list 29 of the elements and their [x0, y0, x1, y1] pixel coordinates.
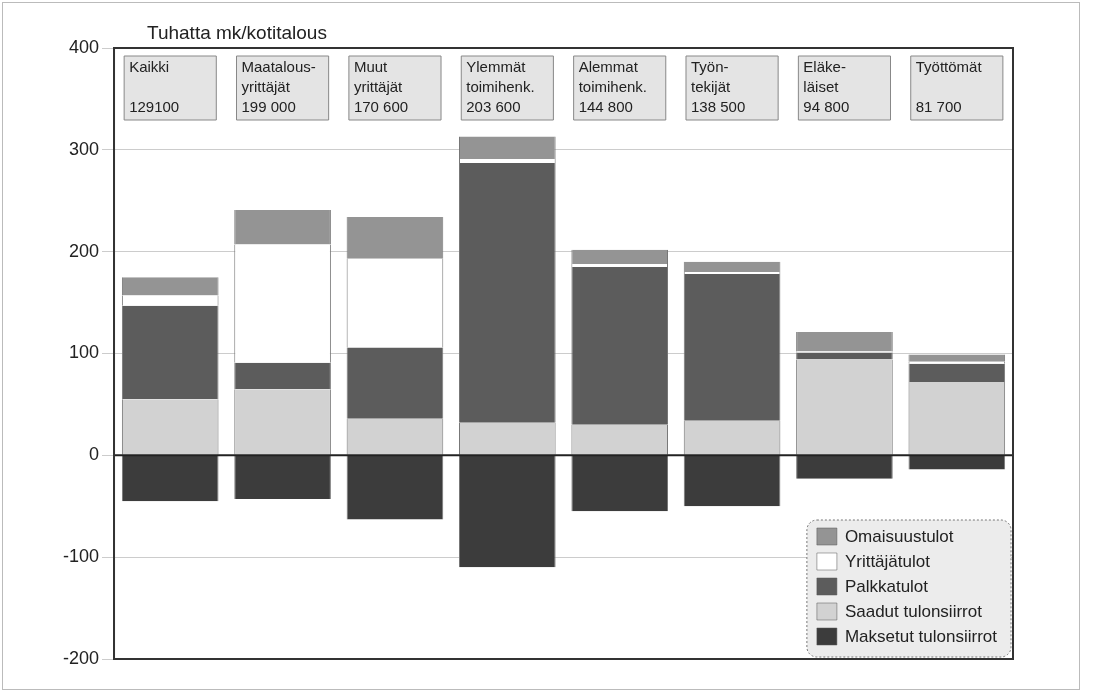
x-tick-label: Työttömät: [915, 57, 983, 75]
annotation: 94 800: [803, 97, 850, 115]
y-tick-label: 300: [68, 138, 100, 159]
legend-label: Yrittäjätulot: [844, 551, 931, 571]
annotation: 144 800: [578, 97, 633, 115]
x-tick-label: Alemmat toimihenk.: [578, 57, 647, 95]
x-tick-label: Muut yrittäjät: [353, 57, 404, 95]
y-tick-label: 0: [89, 444, 100, 465]
x-tick-label: Työn-tekijät: [691, 57, 732, 95]
legend-label: Saadut tulonsiirrot: [844, 601, 983, 621]
annotation: 203 600: [466, 97, 521, 115]
y-tick-label: -100: [63, 546, 100, 567]
annotation: 199 000: [241, 97, 296, 115]
annotation: 129100: [129, 97, 180, 115]
y-tick-label: -200: [63, 647, 100, 668]
x-tick-label: Ylemmät toimihenk.: [466, 57, 535, 95]
annotation: 138 500: [691, 97, 746, 115]
legend-label: Omaisuustulot: [844, 526, 954, 546]
annotation: 81 700: [915, 97, 962, 115]
x-tick-label: Kaikki: [129, 57, 170, 75]
y-tick-label: 100: [68, 342, 100, 363]
x-tick-label: Eläke-läiset: [803, 57, 846, 95]
annotation: 170 600: [353, 97, 409, 115]
legend-label: Palkkatulot: [844, 576, 929, 596]
y-axis-title: Tuhatta mk/kotitalous: [147, 22, 327, 44]
y-tick-label: 200: [68, 240, 100, 261]
legend-label: Maksetut tulonsiirrot: [844, 626, 998, 646]
y-tick-label: 400: [68, 36, 100, 57]
x-tick-label: Maatalous-yrittäjät: [241, 57, 316, 95]
